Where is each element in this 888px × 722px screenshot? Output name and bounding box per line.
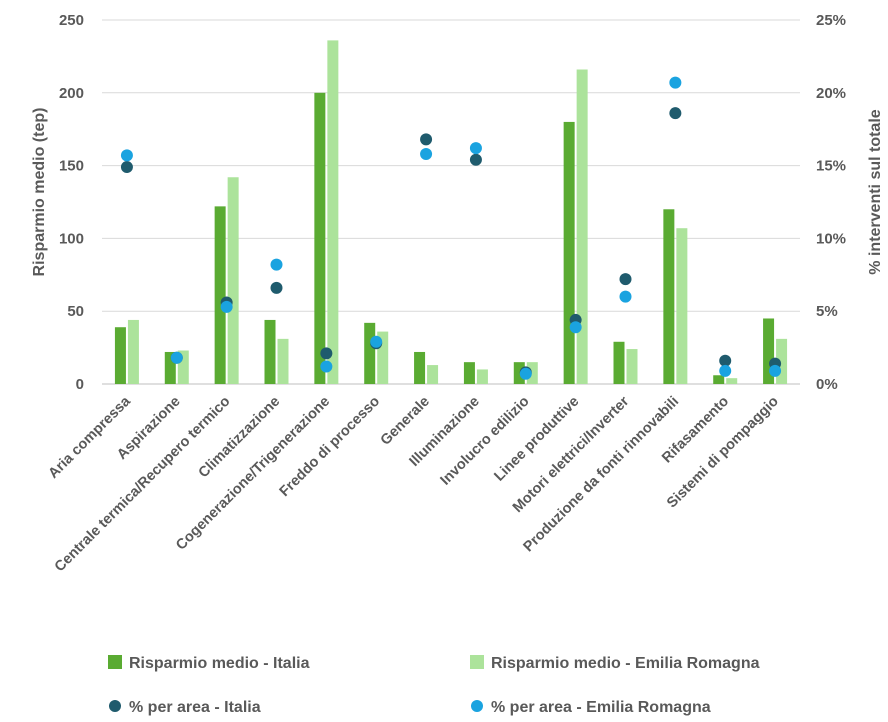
bar-italia — [114, 327, 126, 384]
bar-italia — [513, 362, 525, 384]
bar-italia — [214, 206, 226, 384]
bar-emilia-romagna — [277, 338, 289, 384]
category-label: Centrale termica/Recupero termico — [52, 393, 234, 575]
bar-italia — [264, 319, 276, 384]
point-italia — [669, 107, 682, 120]
bar-italia — [663, 209, 675, 384]
point-emilia-romagna — [769, 364, 782, 377]
point-emilia-romagna — [320, 360, 333, 373]
point-italia — [120, 161, 133, 174]
bar-emilia-romagna — [576, 69, 588, 384]
legend-marker — [109, 700, 121, 712]
category-label: Linee produttive — [491, 394, 582, 485]
point-emilia-romagna — [469, 142, 482, 155]
bar-emilia-romagna — [227, 177, 239, 384]
y-tick-label: 150 — [59, 158, 84, 175]
point-emilia-romagna — [519, 367, 532, 380]
legend-swatch — [470, 655, 484, 669]
y-tick-label: 250 — [59, 12, 84, 29]
point-italia — [469, 153, 482, 166]
point-emilia-romagna — [370, 335, 383, 348]
right-axis-ticks: 0% 5% 10% 15% 20% 25% — [816, 12, 846, 393]
bar-emilia-romagna — [127, 319, 139, 384]
category-label: Freddo di processo — [277, 393, 384, 500]
bar-emilia-romagna — [676, 228, 688, 384]
legend-label: Risparmio medio - Italia — [129, 655, 310, 672]
point-emilia-romagna — [669, 76, 682, 89]
y2-axis-title: % interventi sul totale — [867, 109, 884, 274]
y2-tick-label: 10% — [816, 230, 846, 247]
legend-label: Risparmio medio - Emilia Romagna — [491, 655, 760, 672]
bar-emilia-romagna — [526, 362, 538, 384]
point-emilia-romagna — [270, 258, 283, 271]
bar-italia — [314, 92, 326, 385]
y2-tick-label: 0% — [816, 376, 838, 393]
points — [120, 76, 782, 380]
bar-italia — [713, 375, 725, 384]
point-italia — [719, 354, 732, 367]
point-emilia-romagna — [120, 149, 133, 162]
legend-label: % per area - Italia — [129, 699, 261, 716]
point-emilia-romagna — [569, 321, 582, 334]
point-italia — [270, 281, 283, 294]
bar-italia — [463, 362, 475, 384]
y2-tick-label: 25% — [816, 12, 846, 29]
point-italia — [619, 273, 632, 286]
point-italia — [420, 133, 433, 146]
bar-italia — [364, 322, 376, 384]
point-emilia-romagna — [170, 351, 183, 364]
bar-emilia-romagna — [377, 331, 389, 384]
bar-italia — [414, 351, 426, 384]
bar-italia — [563, 121, 575, 385]
bar-emilia-romagna — [726, 378, 738, 384]
y-tick-label: 200 — [59, 85, 84, 102]
y2-tick-label: 15% — [816, 158, 846, 175]
bar-emilia-romagna — [626, 349, 638, 384]
bar-emilia-romagna — [327, 40, 339, 384]
legend-marker — [471, 700, 483, 712]
legend-swatch — [108, 655, 122, 669]
category-label: Aria compressa — [46, 393, 135, 482]
bar-italia — [613, 341, 625, 384]
y-tick-label: 0 — [76, 376, 84, 393]
left-axis-ticks: 0 50 100 150 200 250 — [59, 12, 84, 393]
point-emilia-romagna — [619, 290, 632, 303]
legend-label: % per area - Emilia Romagna — [491, 699, 711, 716]
category-label: Involucro edilizio — [438, 393, 533, 488]
y-tick-label: 50 — [67, 303, 84, 320]
bar-emilia-romagna — [427, 365, 439, 384]
bar-italia — [763, 318, 775, 384]
y-axis-title: Risparmio medio (tep) — [31, 108, 48, 277]
y2-tick-label: 5% — [816, 303, 838, 320]
point-emilia-romagna — [719, 364, 732, 377]
y-tick-label: 100 — [59, 230, 84, 247]
point-emilia-romagna — [220, 300, 233, 313]
y2-tick-label: 20% — [816, 85, 846, 102]
bar-emilia-romagna — [476, 369, 488, 384]
legend: Risparmio medio - Italia Risparmio medio … — [108, 655, 760, 716]
point-italia — [320, 347, 333, 360]
bars — [114, 40, 788, 385]
gridlines — [102, 19, 800, 385]
bar-emilia-romagna — [776, 338, 788, 384]
bar-emilia-romagna — [177, 350, 189, 384]
bar-italia — [164, 351, 176, 384]
point-emilia-romagna — [420, 147, 433, 160]
